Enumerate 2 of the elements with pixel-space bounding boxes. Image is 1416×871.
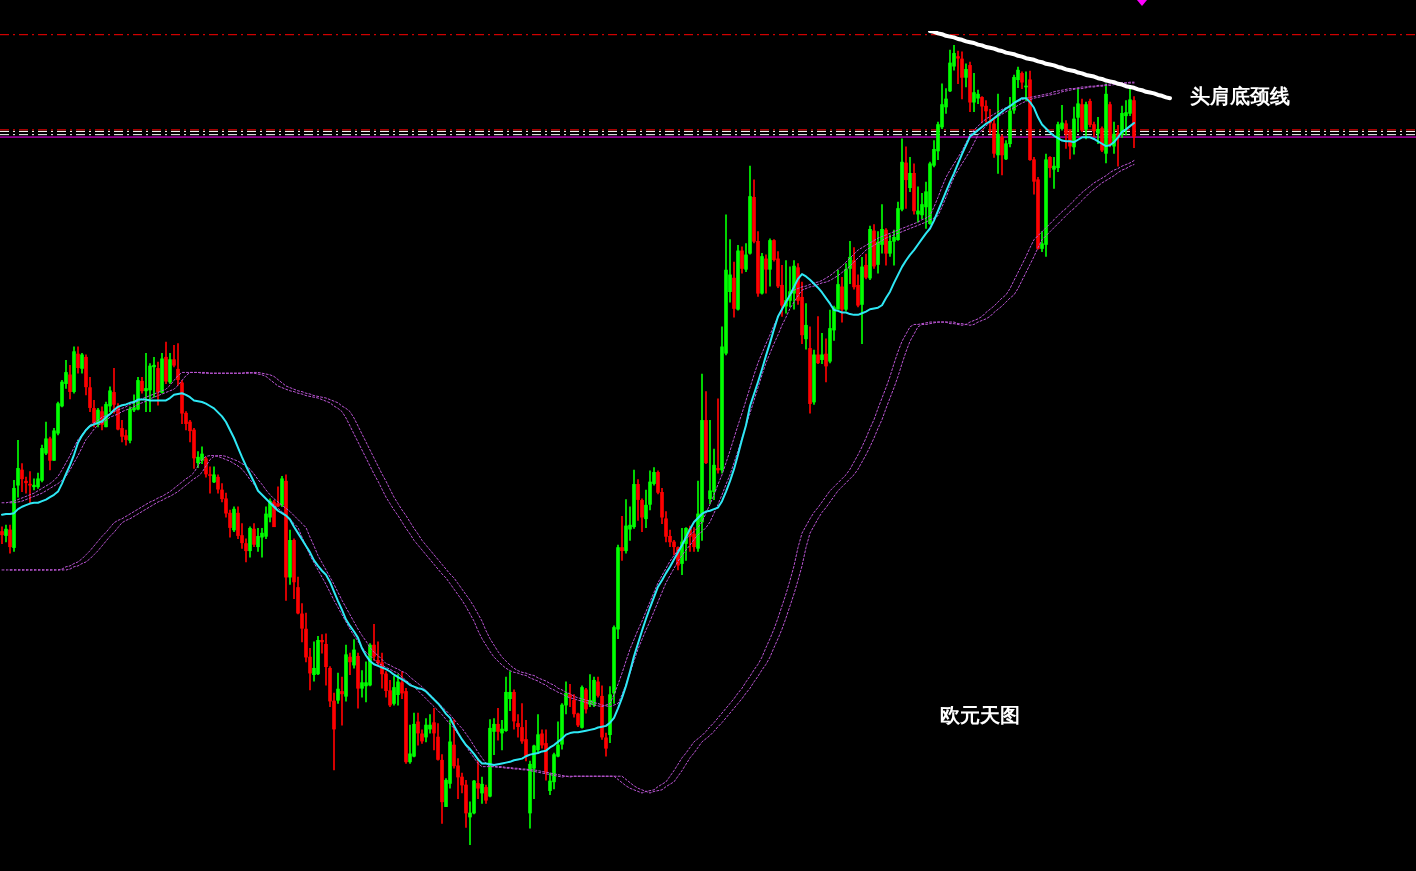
series-label: 头肩底颈线 <box>1190 84 1290 109</box>
annotation: 欧元天图 <box>940 703 1021 728</box>
